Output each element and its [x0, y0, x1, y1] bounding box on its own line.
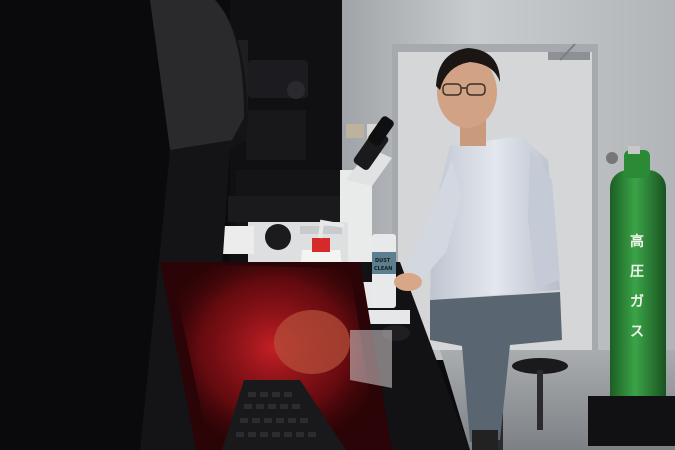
paper-sheet	[362, 310, 410, 324]
hair	[436, 48, 500, 90]
hand	[394, 273, 422, 291]
gas-cylinder: 高 圧 ガ ス	[588, 146, 675, 446]
door-closer	[548, 52, 590, 60]
shirt-reflection	[350, 330, 392, 388]
arm-left	[528, 150, 560, 288]
spray-can: DUST CLEAN	[372, 234, 396, 308]
arm-right	[404, 160, 462, 282]
gauge-icon	[606, 152, 618, 164]
cylinder-label-4: ス	[630, 324, 645, 340]
shirt	[430, 136, 560, 300]
cylinder-label-3: ガ	[630, 294, 645, 310]
lamp-hood	[150, 0, 244, 150]
trousers	[430, 292, 562, 442]
spray-can-label-2: CLEAN	[374, 266, 392, 272]
shoe	[472, 430, 498, 450]
keyboard	[222, 380, 346, 450]
cylinder-label-2: 圧	[630, 264, 645, 280]
red-acrylic-panel	[160, 262, 392, 450]
wall-switch	[346, 124, 364, 138]
glasses	[442, 83, 462, 96]
cylinder-label-1: 高	[630, 233, 645, 250]
cylinder-stand	[588, 396, 675, 446]
regulator	[628, 146, 640, 154]
spray-can-label-1: DUST	[375, 258, 391, 264]
focus-knob	[265, 224, 291, 250]
researcher	[394, 48, 562, 450]
face-reflection	[274, 310, 350, 374]
